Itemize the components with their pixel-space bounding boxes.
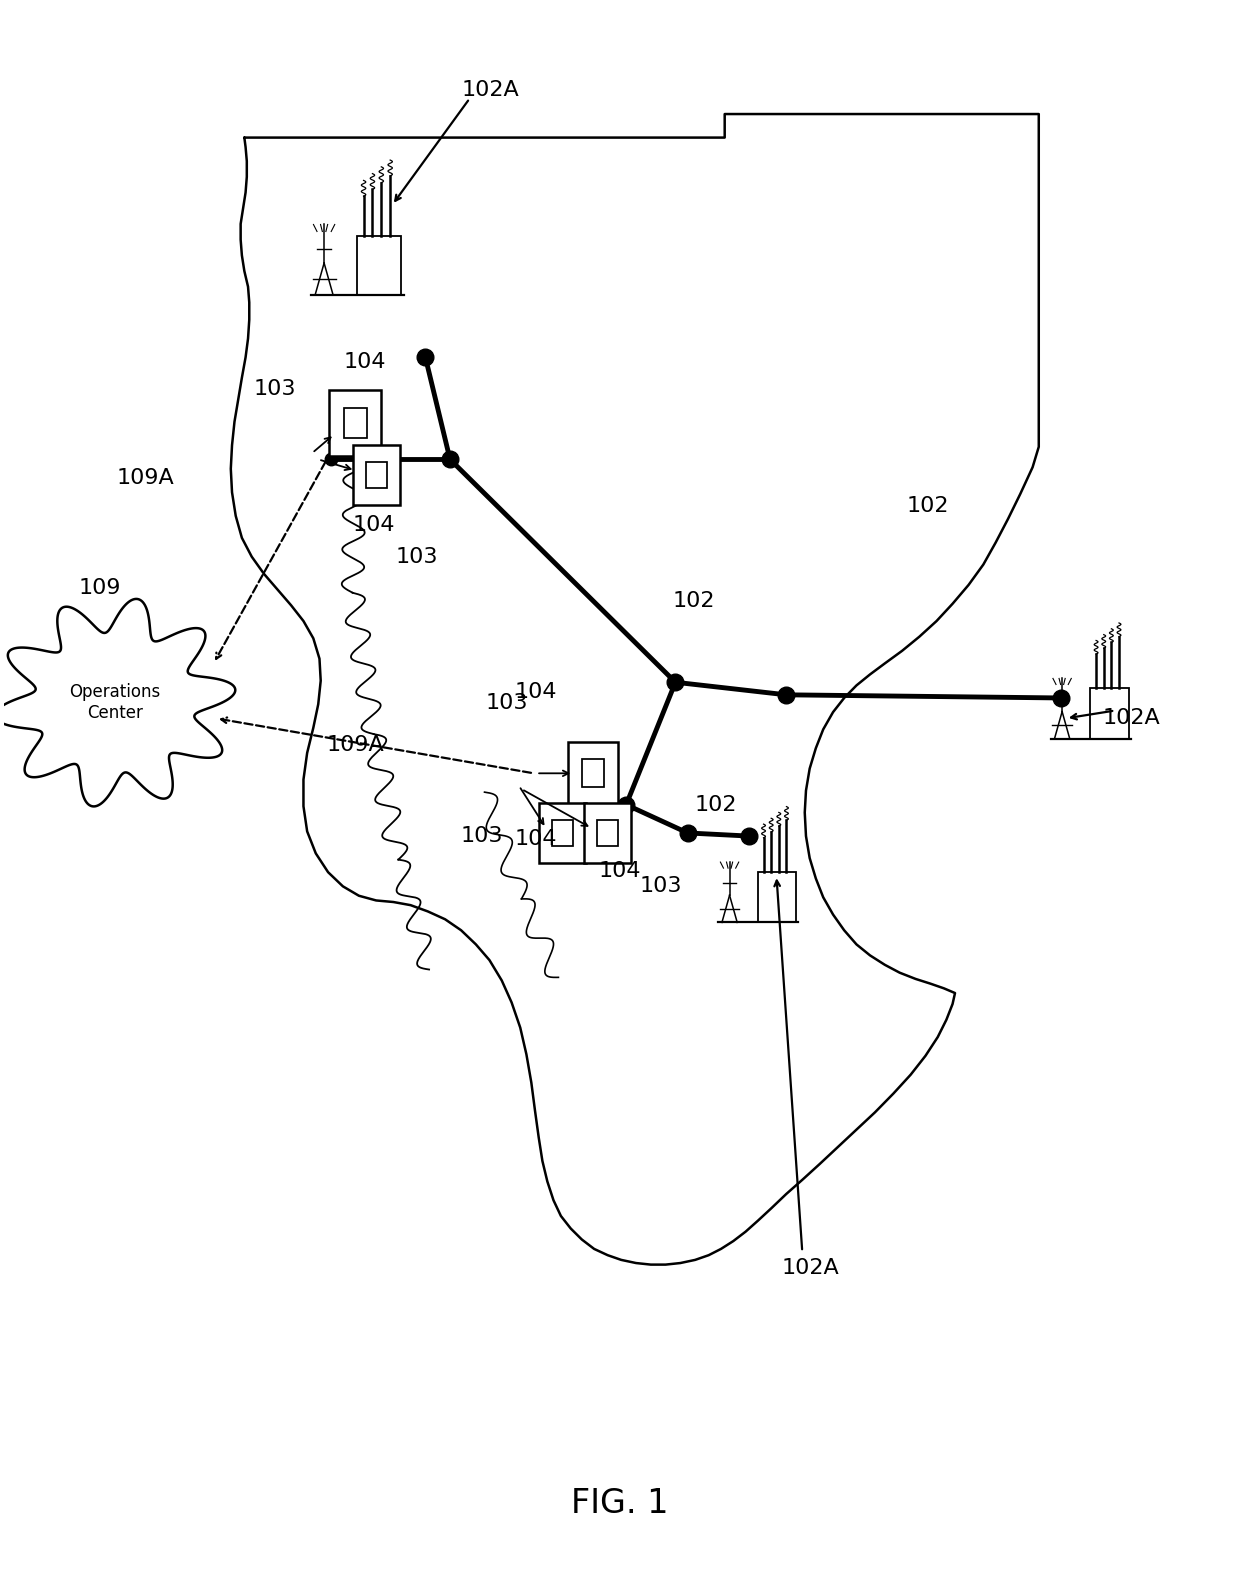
Text: Operations
Center: Operations Center [69,683,161,723]
Text: 103: 103 [461,827,503,846]
Bar [598,819,619,846]
Bar [552,819,573,846]
Bar [357,235,402,295]
Text: 104: 104 [515,828,558,849]
Text: 109A: 109A [326,735,384,754]
Text: 104: 104 [515,682,558,702]
Text: 103: 103 [396,546,438,567]
Text: 102: 102 [694,795,738,814]
Bar [352,445,399,505]
Text: 103: 103 [254,379,296,399]
Bar [584,803,631,863]
Text: FIG. 1: FIG. 1 [572,1486,668,1520]
Bar [343,409,367,439]
Text: 102A: 102A [1102,709,1159,729]
Text: 102: 102 [672,590,715,611]
Bar [330,390,381,456]
Text: 102: 102 [906,497,949,516]
Text: 103: 103 [485,693,528,713]
Text: 104: 104 [343,352,387,372]
Text: 102A: 102A [461,80,520,101]
Polygon shape [0,600,236,806]
Text: 102A: 102A [782,1258,839,1278]
Text: 104: 104 [352,516,394,535]
Text: 109A: 109A [117,469,175,488]
Text: 103: 103 [640,876,682,896]
Bar [568,742,618,805]
Bar [366,462,387,489]
Bar [538,803,585,863]
Text: 109: 109 [79,578,122,598]
Bar [1090,688,1128,739]
Text: 104: 104 [599,860,641,881]
Bar [582,759,604,787]
Bar [758,871,796,923]
